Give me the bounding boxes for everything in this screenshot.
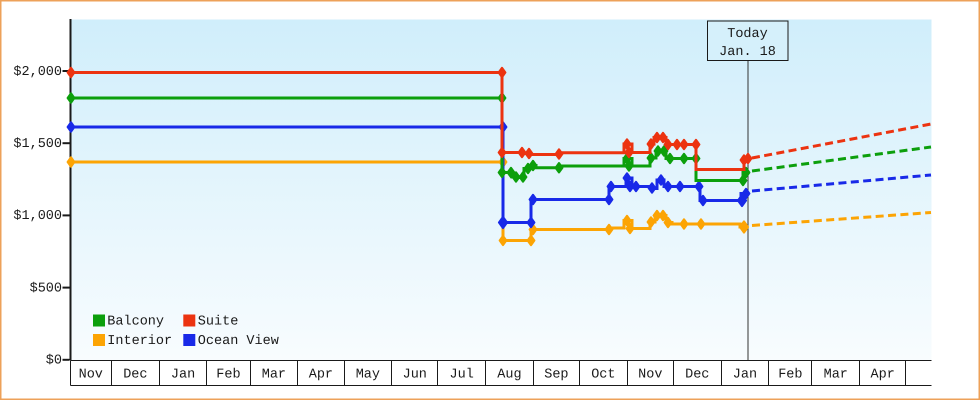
svg-text:Mar: Mar [262,368,286,383]
svg-text:Apr: Apr [871,368,895,383]
svg-text:Jan: Jan [733,368,757,383]
svg-text:Jul: Jul [450,368,474,383]
svg-text:Interior: Interior [107,334,172,349]
svg-text:Balcony: Balcony [107,314,164,329]
svg-text:Suite: Suite [198,314,239,329]
svg-text:$2,000: $2,000 [13,65,62,80]
svg-text:Mar: Mar [824,368,848,383]
svg-text:Jan. 18: Jan. 18 [719,45,776,60]
svg-text:$1,500: $1,500 [13,137,62,152]
svg-text:Dec: Dec [123,368,147,383]
svg-text:May: May [356,368,380,383]
svg-text:Sep: Sep [544,368,568,383]
svg-text:Feb: Feb [216,368,240,383]
svg-text:Nov: Nov [79,368,103,383]
svg-text:Apr: Apr [309,368,333,383]
svg-text:Today: Today [727,27,768,42]
svg-text:Jun: Jun [403,368,427,383]
svg-text:Aug: Aug [497,368,521,383]
svg-text:Jan: Jan [171,368,195,383]
svg-text:Oct: Oct [591,368,615,383]
svg-text:Dec: Dec [685,368,709,383]
svg-text:$1,000: $1,000 [13,209,62,224]
svg-text:$0: $0 [46,354,62,369]
svg-text:Ocean View: Ocean View [198,334,279,349]
svg-text:$500: $500 [30,281,62,296]
svg-text:Nov: Nov [638,368,662,383]
svg-text:Feb: Feb [778,368,802,383]
